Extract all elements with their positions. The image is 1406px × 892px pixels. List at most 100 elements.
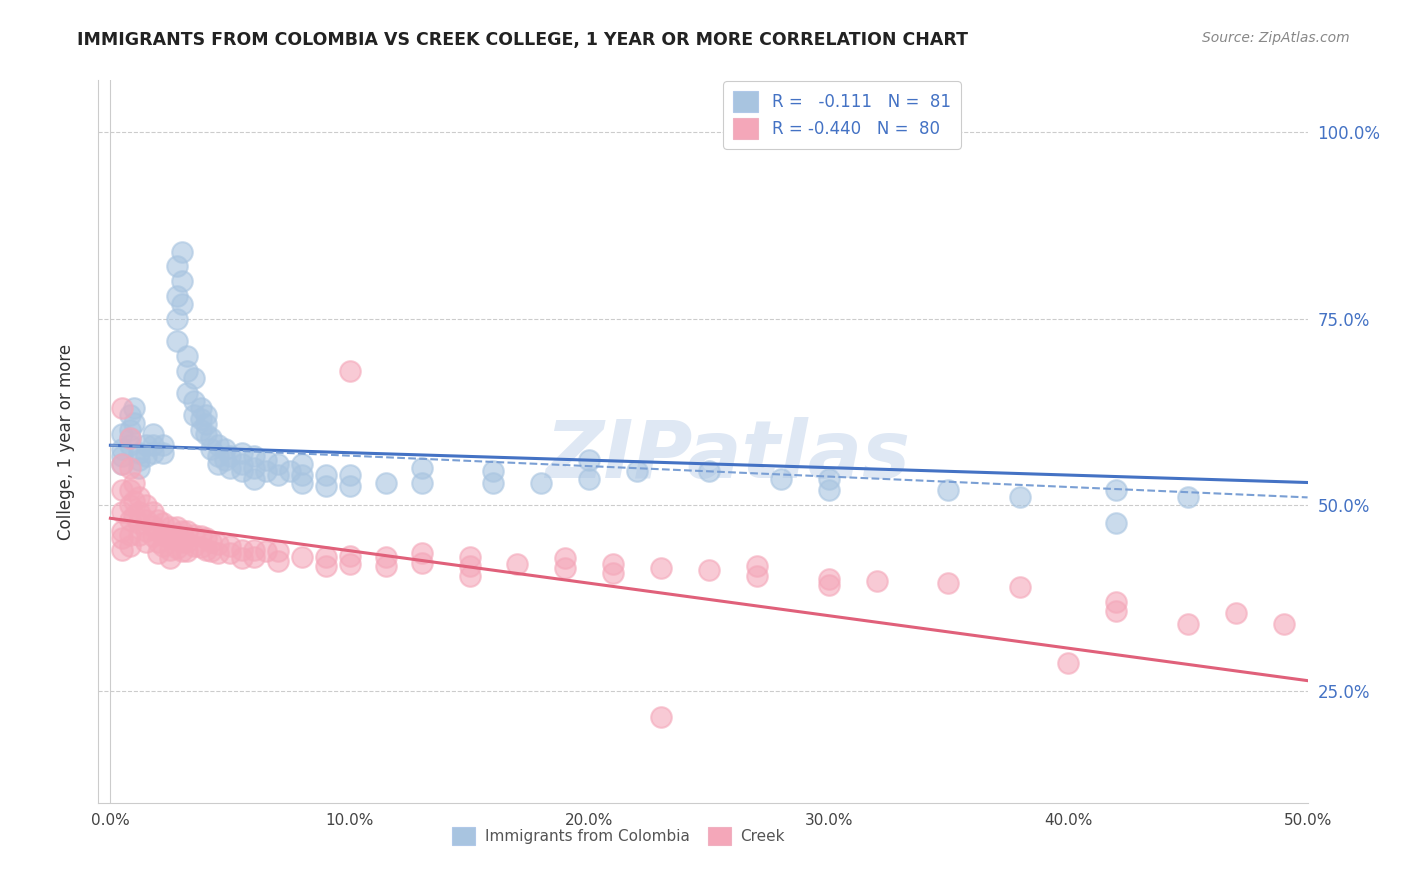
Point [339,549,361,563]
Point [315,558,337,573]
Point [482,464,505,478]
Point [578,472,600,486]
Point [267,457,290,471]
Point [1177,491,1199,505]
Point [315,479,337,493]
Point [938,483,960,497]
Point [152,539,174,553]
Point [231,446,253,460]
Point [135,450,157,464]
Point [231,542,253,557]
Point [195,409,218,423]
Point [148,546,170,560]
Point [142,427,165,442]
Point [159,520,181,534]
Point [602,566,624,581]
Point [172,274,194,288]
Point [650,561,672,575]
Point [142,438,165,452]
Point [554,561,576,575]
Point [267,554,290,568]
Point [458,558,481,573]
Legend: Immigrants from Colombia, Creek: Immigrants from Colombia, Creek [444,819,792,853]
Point [411,556,433,570]
Point [176,364,198,378]
Point [148,513,170,527]
Point [1105,604,1128,618]
Point [411,546,433,560]
Point [190,412,212,426]
Point [166,260,188,274]
Point [1057,656,1080,670]
Point [1010,491,1032,505]
Point [166,334,188,348]
Point [152,527,174,541]
Point [697,563,720,577]
Point [118,527,141,541]
Point [111,457,134,471]
Point [578,453,600,467]
Point [183,527,205,541]
Point [339,468,361,483]
Point [176,524,198,538]
Point [159,542,181,557]
Point [278,464,301,478]
Point [339,364,361,378]
Point [254,464,277,478]
Point [339,479,361,493]
Point [1010,580,1032,594]
Point [159,532,181,546]
Point [172,297,194,311]
Point [200,431,222,445]
Point [111,532,134,546]
Point [118,460,141,475]
Text: ZIPatlas: ZIPatlas [544,417,910,495]
Point [207,546,229,560]
Point [111,505,134,519]
Point [124,416,146,430]
Text: IMMIGRANTS FROM COLOMBIA VS CREEK COLLEGE, 1 YEAR OR MORE CORRELATION CHART: IMMIGRANTS FROM COLOMBIA VS CREEK COLLEG… [77,31,969,49]
Point [207,450,229,464]
Point [111,457,134,471]
Point [291,475,314,490]
Point [176,349,198,363]
Point [118,431,141,445]
Point [817,578,839,592]
Point [166,541,188,555]
Point [176,386,198,401]
Point [243,542,266,557]
Point [118,539,141,553]
Point [697,464,720,478]
Point [374,475,396,490]
Point [148,535,170,549]
Point [243,460,266,475]
Point [183,371,205,385]
Point [142,518,165,533]
Point [602,558,624,572]
Point [254,544,277,558]
Point [339,558,361,572]
Point [769,472,792,486]
Point [111,524,134,538]
Point [135,535,157,549]
Point [938,576,960,591]
Point [207,457,229,471]
Point [124,509,146,524]
Point [111,442,134,456]
Point [152,438,174,452]
Point [166,311,188,326]
Point [118,438,141,452]
Point [231,464,253,478]
Point [219,450,242,464]
Point [190,423,212,437]
Point [176,535,198,549]
Point [166,289,188,303]
Point [374,558,396,573]
Point [1105,516,1128,531]
Point [214,442,236,456]
Point [148,524,170,538]
Point [291,549,314,564]
Point [128,491,150,505]
Point [207,536,229,550]
Point [176,544,198,558]
